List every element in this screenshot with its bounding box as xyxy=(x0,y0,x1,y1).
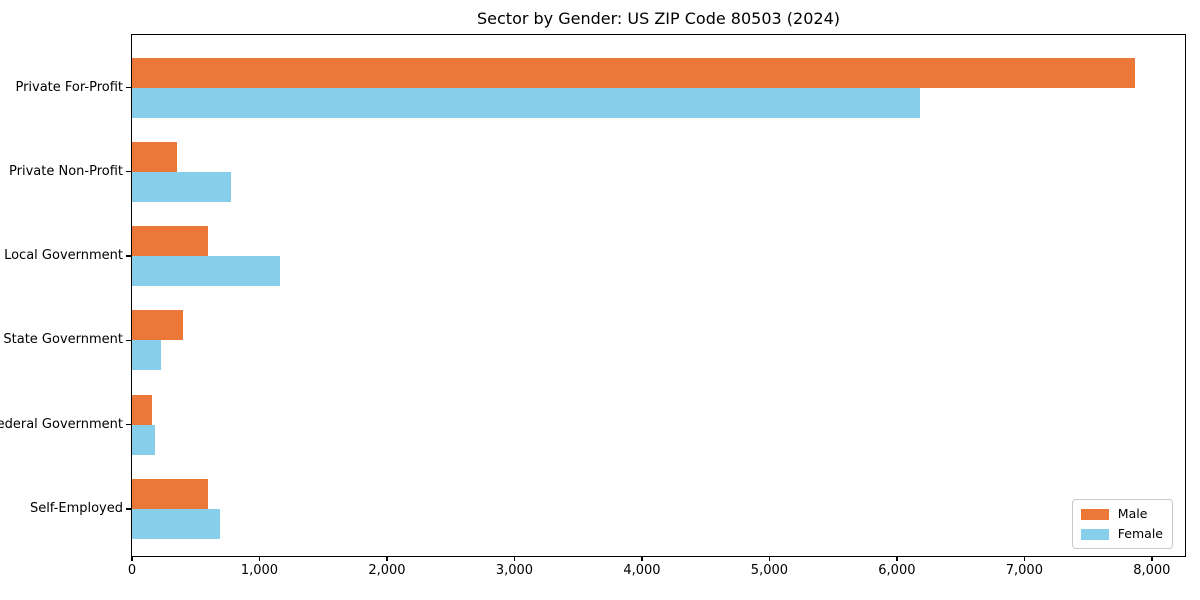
plot-area: Private For-Profit Private Non-Profit Loca… xyxy=(0,34,1186,578)
x-tick-label-8000: 8,000 xyxy=(1133,563,1171,578)
legend: Male Female xyxy=(1071,499,1173,549)
bar-male-local-government xyxy=(132,226,209,257)
bar-male-federal-government xyxy=(132,394,153,425)
x-tick-label-1000: 1,000 xyxy=(240,563,279,578)
x-tick-1000 xyxy=(258,556,261,561)
bar-male-private-non-profit xyxy=(132,141,177,172)
x-tick-5000 xyxy=(768,556,771,561)
x-tick-6000 xyxy=(896,556,898,561)
x-tick-label-0: 0 xyxy=(127,563,137,578)
y-tick-label-federal-government: Federal Government xyxy=(0,416,123,432)
x-tick-2000 xyxy=(386,556,388,561)
x-tick-label-7000: 7,000 xyxy=(1005,563,1043,578)
x-tick-8000 xyxy=(1151,556,1153,561)
y-tick-label-self-employed: Self-Employed xyxy=(29,501,123,516)
legend-swatch-female xyxy=(1080,528,1109,540)
x-tick-4000 xyxy=(641,556,643,561)
bar-female-local-government xyxy=(132,256,280,287)
bar-female-state-government xyxy=(132,340,162,371)
x-tick-label-2000: 2,000 xyxy=(368,563,406,578)
bar-male-self-employed xyxy=(132,479,209,509)
y-tick-federal-government xyxy=(125,424,131,426)
chart-title: Sector by Gender: US ZIP Code 80503 (202… xyxy=(477,9,840,28)
y-tick-label-local-government: Local Government xyxy=(4,248,123,264)
y-tick-label-private-for-profit: Private For-Profit xyxy=(15,79,123,95)
bar-female-private-non-profit xyxy=(132,171,231,202)
legend-swatch-male xyxy=(1080,508,1109,520)
y-tick-private-non-profit xyxy=(125,171,131,173)
legend-item-male: Male xyxy=(1080,506,1163,521)
x-tick-7000 xyxy=(1023,556,1026,561)
y-tick-local-government xyxy=(125,255,131,257)
bar-female-self-employed xyxy=(132,509,220,539)
bar-female-federal-government xyxy=(132,424,155,455)
legend-label-female: Female xyxy=(1117,526,1163,541)
x-tick-3000 xyxy=(513,556,516,561)
legend-item-female: Female xyxy=(1080,526,1163,541)
y-tick-self-employed xyxy=(125,508,131,510)
y-tick-label-state-government: State Government xyxy=(3,332,123,348)
bar-male-state-government xyxy=(132,310,183,341)
y-tick-label-private-non-profit: Private Non-Profit xyxy=(9,163,123,179)
x-tick-0 xyxy=(131,556,133,561)
legend-label-male: Male xyxy=(1117,506,1148,521)
bar-female-private-for-profit xyxy=(132,87,920,118)
y-tick-private-for-profit xyxy=(125,86,131,89)
x-tick-label-3000: 3,000 xyxy=(495,563,534,578)
x-tick-label-4000: 4,000 xyxy=(623,563,661,578)
x-tick-label-6000: 6,000 xyxy=(878,563,916,578)
bar-male-private-for-profit xyxy=(132,57,1136,88)
y-tick-state-government xyxy=(125,339,131,342)
x-tick-label-5000: 5,000 xyxy=(750,563,789,578)
